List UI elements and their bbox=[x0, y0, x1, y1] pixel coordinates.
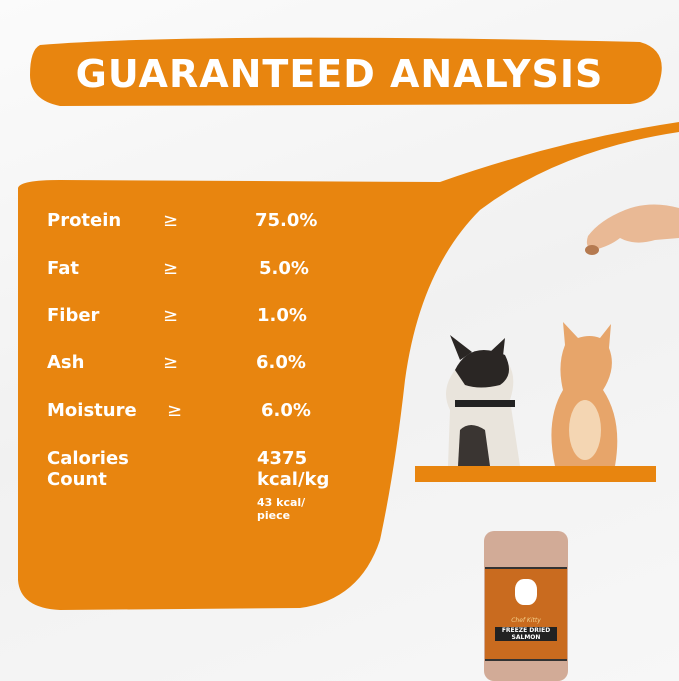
calories-label-2: Count bbox=[47, 469, 107, 490]
jar-product: FREEZE DRIED SALMON bbox=[495, 627, 557, 641]
dog-image bbox=[446, 335, 520, 466]
chef-cat-logo bbox=[515, 579, 537, 605]
analysis-panel bbox=[18, 122, 679, 610]
nutrient-value: 5.0% bbox=[259, 258, 309, 279]
title-banner bbox=[30, 37, 662, 106]
calories-value-2: kcal/kg bbox=[257, 469, 330, 490]
nutrient-value: 6.0% bbox=[261, 400, 311, 421]
product-jar-image: Chef Kitty FREEZE DRIED SALMON bbox=[482, 517, 570, 681]
cat-image bbox=[551, 322, 618, 466]
calories-per-piece: 43 kcal/ piece bbox=[257, 496, 306, 522]
page-title: GUARANTEED ANALYSIS bbox=[75, 52, 604, 96]
jar-label: Chef Kitty FREEZE DRIED SALMON bbox=[485, 567, 567, 661]
nutrient-label: Fat bbox=[47, 258, 79, 279]
nutrient-label: Fiber bbox=[47, 305, 100, 326]
nutrient-value: 75.0% bbox=[255, 210, 318, 231]
symbol: ≥ bbox=[163, 258, 179, 279]
symbol: ≥ bbox=[163, 305, 179, 326]
nutrient-value: 1.0% bbox=[257, 305, 307, 326]
jar-lid bbox=[496, 517, 556, 531]
calories-value-1: 4375 bbox=[257, 448, 308, 469]
nutrient-label: Protein bbox=[47, 210, 122, 231]
nutrient-value: 6.0% bbox=[256, 352, 306, 373]
hand-image bbox=[585, 204, 679, 255]
calories-value: 4375 kcal/kg 43 kcal/ piece bbox=[257, 448, 329, 522]
symbol: ≥ bbox=[167, 400, 183, 421]
nutrient-label: Moisture bbox=[47, 400, 137, 421]
symbol: ≥ bbox=[163, 352, 179, 373]
symbol: ≥ bbox=[163, 210, 179, 231]
nutrient-label: Ash bbox=[47, 352, 85, 373]
shelf bbox=[415, 466, 656, 482]
jar-brand: Chef Kitty bbox=[511, 617, 541, 624]
calories-label-1: Calories bbox=[47, 448, 129, 469]
row-calories: Calories Count 4375 kcal/kg 43 kcal/ pie… bbox=[47, 448, 329, 522]
